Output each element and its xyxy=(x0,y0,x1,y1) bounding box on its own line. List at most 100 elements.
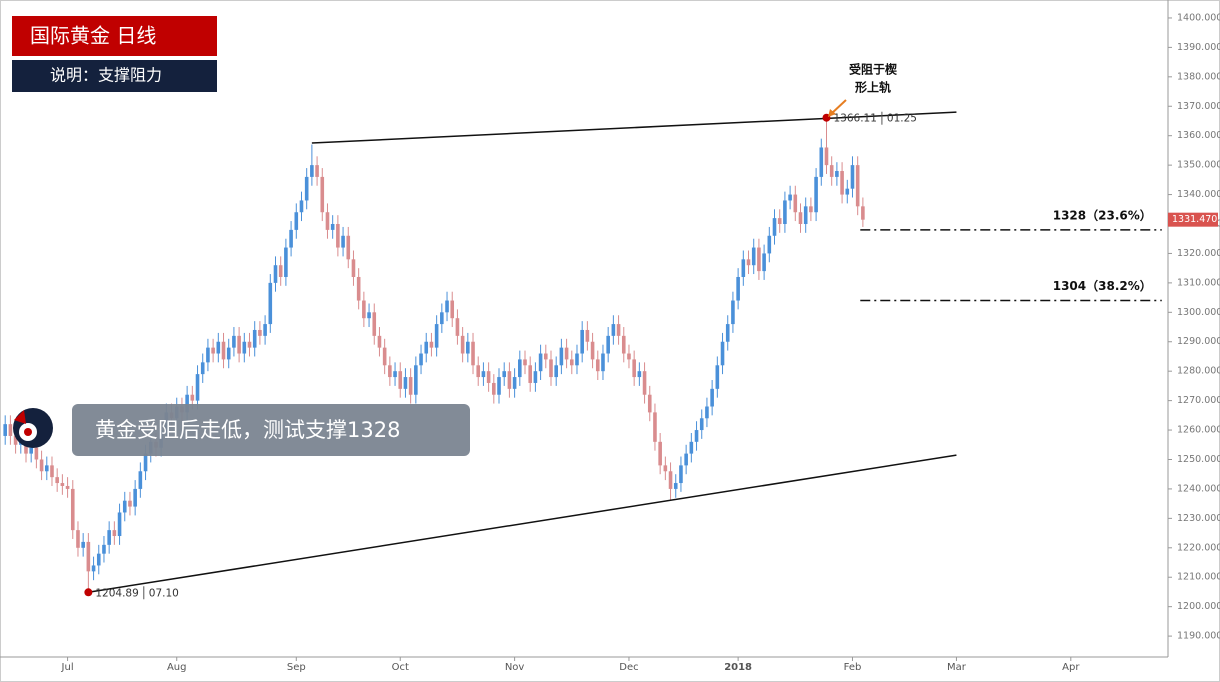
candle-body xyxy=(673,483,678,489)
candle-body xyxy=(809,206,813,213)
candle-body xyxy=(55,477,59,484)
candle-body xyxy=(388,365,392,378)
candle-body xyxy=(824,147,829,166)
candle-body xyxy=(512,377,517,389)
callout: 黄金受阻后走低，测试支撑1328 xyxy=(95,418,400,442)
x-tick-label: Mar xyxy=(947,662,967,673)
candle-body xyxy=(601,353,605,372)
candle-body xyxy=(829,165,834,177)
candle-body xyxy=(263,324,267,336)
candle-body xyxy=(76,530,80,548)
candle-body xyxy=(50,465,54,478)
candle-body xyxy=(450,300,455,319)
candle-body xyxy=(720,341,725,366)
candle-body xyxy=(398,371,403,389)
marker xyxy=(84,588,93,597)
candle-body xyxy=(195,374,200,401)
candle-body xyxy=(497,377,501,395)
candle-body xyxy=(330,224,335,230)
candle-body xyxy=(845,188,850,195)
candle-body xyxy=(757,247,761,272)
candle-body xyxy=(621,335,626,354)
candle-body xyxy=(336,224,340,248)
candle-body xyxy=(481,371,486,378)
candle-body xyxy=(107,530,111,545)
candle-body xyxy=(814,176,818,213)
candle-body xyxy=(653,412,657,442)
candle-body xyxy=(434,324,439,348)
candle-body xyxy=(575,353,579,366)
candle-body xyxy=(221,341,226,360)
candle-body xyxy=(767,235,772,254)
candle-body xyxy=(715,365,720,389)
candle-body xyxy=(226,347,231,360)
candle-body xyxy=(362,300,366,319)
candle-body xyxy=(424,341,429,354)
title-box xyxy=(12,16,217,56)
candle-body xyxy=(788,194,792,201)
candle-body xyxy=(528,365,533,383)
last-price-label: 1331.470 xyxy=(1172,214,1217,225)
subtitle-box xyxy=(12,60,217,92)
candle-body xyxy=(351,259,356,277)
candle-body xyxy=(460,335,465,354)
candle-body xyxy=(138,471,143,489)
candle-body xyxy=(206,347,210,363)
candle-body xyxy=(315,165,319,177)
candle-body xyxy=(736,276,740,301)
candle-body xyxy=(518,359,522,378)
candle-body xyxy=(39,459,44,472)
candle-body xyxy=(793,194,798,213)
x-tick-label: Sep xyxy=(287,662,306,673)
candle-body xyxy=(694,430,699,442)
candle-body xyxy=(419,353,423,366)
y-tick-label: 1210.000 xyxy=(1177,572,1220,583)
candle-body xyxy=(642,371,647,395)
annotation: 受阻于楔 xyxy=(849,62,898,77)
candle-body xyxy=(850,165,855,189)
x-tick-label: Dec xyxy=(619,662,638,673)
candle-body xyxy=(564,347,569,360)
candle-body xyxy=(679,465,683,484)
logo xyxy=(13,408,53,448)
candle-body xyxy=(835,171,839,177)
candle-body xyxy=(471,341,475,366)
candle-body xyxy=(86,541,91,572)
annotation-arrow xyxy=(830,99,847,115)
chart-subtitle: 说明：支撑阻力 xyxy=(50,66,162,85)
candle-body xyxy=(606,335,610,354)
candle-body xyxy=(746,259,751,266)
candle-body xyxy=(8,424,13,436)
level-label: 1304（38.2%） xyxy=(1053,278,1152,293)
y-tick-label: 1290.000 xyxy=(1177,336,1220,347)
candle-body xyxy=(310,165,314,177)
candle-body xyxy=(689,441,694,454)
candle-body xyxy=(429,341,434,348)
candle-body xyxy=(65,485,70,489)
trendline xyxy=(311,111,957,144)
candle-body xyxy=(455,318,460,336)
y-tick-label: 1250.000 xyxy=(1177,454,1220,465)
callout-box xyxy=(72,404,470,456)
y-tick-label: 1370.000 xyxy=(1177,101,1220,112)
candle-body xyxy=(632,359,636,378)
candle-body xyxy=(284,247,288,277)
candle-body xyxy=(414,365,418,395)
candle-body xyxy=(476,365,481,378)
y-tick-label: 1340.000 xyxy=(1177,189,1220,200)
candle-body xyxy=(133,488,137,507)
x-tick-label: Oct xyxy=(392,662,409,673)
candle-body xyxy=(741,259,746,277)
candle-body xyxy=(783,200,787,225)
y-tick-label: 1360.000 xyxy=(1177,130,1220,141)
candle-body xyxy=(647,394,652,413)
candle-body xyxy=(278,265,283,277)
candle-body xyxy=(216,341,221,354)
candle-body xyxy=(731,300,735,325)
candle-body xyxy=(699,418,704,431)
x-tick-label: Nov xyxy=(505,662,525,673)
candle-body xyxy=(466,341,470,354)
candle-body xyxy=(325,212,330,230)
y-tick-label: 1240.000 xyxy=(1177,483,1220,494)
